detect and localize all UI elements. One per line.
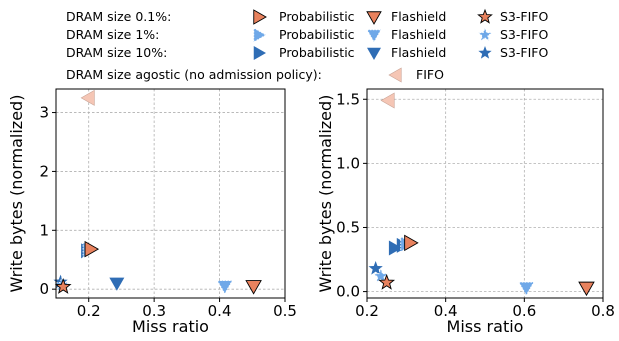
legend-marker-triangle-down-icon xyxy=(367,47,381,60)
legend-row-label: DRAM size agostic (no admission policy): xyxy=(66,67,322,82)
x-tick-label: 0.4 xyxy=(208,302,232,320)
legend-entry-label: Probabilistic xyxy=(279,45,355,60)
data-point-triangle-down xyxy=(518,281,535,297)
data-point-star xyxy=(368,261,383,275)
legend-marker-triangle-left-icon xyxy=(388,67,402,83)
data-point-triangle-left xyxy=(80,89,95,106)
legend-marker-star-icon xyxy=(478,46,492,59)
x-tick-label: 0.4 xyxy=(434,302,458,320)
data-point-star xyxy=(378,273,396,290)
data-point-triangle-down xyxy=(109,277,125,291)
legend-entry-label: S3-FIFO xyxy=(500,45,548,60)
legend-row-label: DRAM size 0.1%: xyxy=(66,9,171,24)
data-point-triangle-down xyxy=(216,280,234,295)
y-tick-label: 0.0 xyxy=(336,283,360,301)
right-plot: 0.2 0.4 0.6 0.8 0.0 0.5 1.0 1.5 Miss ratio Writ… xyxy=(316,88,615,336)
data-point-star xyxy=(372,267,390,284)
data-point-triangle-down xyxy=(245,280,262,295)
legend-marker-triangle-right-icon xyxy=(253,27,267,43)
right-plot-ticks: 0.2 0.4 0.6 0.8 0.0 0.5 1.0 1.5 xyxy=(336,90,615,320)
legend-marker-triangle-right-icon xyxy=(253,46,266,60)
legend-entry-label: S3-FIFO xyxy=(500,27,548,42)
left-plot-grid xyxy=(56,89,286,298)
x-tick-label: 0.6 xyxy=(512,302,536,320)
data-point-triangle-right xyxy=(84,240,100,258)
y-tick-label: 1 xyxy=(39,221,49,239)
data-point-triangle-right xyxy=(388,240,403,256)
legend-marker-triangle-right-icon xyxy=(253,9,267,25)
y-tick-label: 1.0 xyxy=(336,154,360,172)
legend-entry-label: Flashield xyxy=(391,45,446,60)
y-tick-label: 0 xyxy=(39,280,49,298)
legend-row-label: DRAM size 1%: xyxy=(66,27,159,42)
y-tick-label: 1.5 xyxy=(336,90,360,108)
legend-row-label: DRAM size 10%: xyxy=(66,45,167,60)
legend-entry-label: Probabilistic xyxy=(279,27,355,42)
legend-entry-label: Probabilistic xyxy=(279,9,355,24)
x-tick-label: 0.5 xyxy=(273,302,297,320)
x-tick-label: 0.3 xyxy=(142,302,166,320)
legend-marker-triangle-down-icon xyxy=(366,29,382,43)
x-tick-label: 0.2 xyxy=(355,302,379,320)
data-point-triangle-right xyxy=(404,234,419,252)
left-plot: 0.2 0.3 0.4 0.5 0 1 2 3 Miss ratio Write bytes … xyxy=(7,88,297,336)
data-point-star xyxy=(54,278,72,294)
legend-marker-triangle-down-icon xyxy=(366,11,382,25)
legend-entry-label: FIFO xyxy=(416,67,444,82)
right-x-axis-label: Miss ratio xyxy=(447,317,524,336)
data-point-triangle-down xyxy=(578,281,595,297)
data-point-triangle-left xyxy=(380,92,395,109)
left-plot-frame xyxy=(55,88,286,299)
legend-entry-label: S3-FIFO xyxy=(500,9,548,24)
legend-marker-star-icon xyxy=(477,8,493,24)
y-tick-label: 3 xyxy=(39,104,49,122)
legend-entry-label: Flashield xyxy=(391,27,446,42)
legend-entry-label: Flashield xyxy=(391,9,446,24)
left-x-axis-label: Miss ratio xyxy=(132,317,209,336)
right-plot-grid xyxy=(366,89,604,298)
x-tick-label: 0.2 xyxy=(77,302,101,320)
left-y-axis-label: Write bytes (normalized) xyxy=(7,95,26,293)
y-tick-label: 0.5 xyxy=(336,218,360,236)
y-tick-label: 2 xyxy=(39,162,49,180)
x-tick-label: 0.8 xyxy=(591,302,615,320)
left-plot-ticks: 0.2 0.3 0.4 0.5 0 1 2 3 xyxy=(39,104,296,320)
left-plot-points xyxy=(53,89,262,295)
right-plot-points xyxy=(368,92,595,297)
legend-marker-star-icon xyxy=(477,26,493,42)
legend: DRAM size 0.1%: Probabilistic Flashield S3-… xyxy=(66,8,548,83)
right-plot-frame xyxy=(366,88,604,299)
right-y-axis-label: Write bytes (normalized) xyxy=(316,95,335,293)
